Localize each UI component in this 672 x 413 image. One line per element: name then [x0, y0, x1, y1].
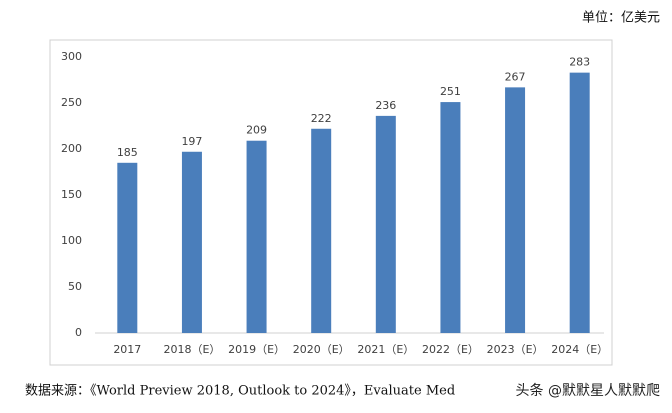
bar	[440, 102, 461, 333]
x-tick-label: 2019（E）	[228, 343, 285, 356]
data-label: 209	[246, 124, 267, 137]
chart-border	[49, 39, 613, 366]
data-label: 222	[311, 112, 332, 125]
y-tick-label: 250	[61, 96, 82, 109]
data-label: 236	[375, 99, 396, 112]
watermark: 头条 @默默星人默默爬	[516, 382, 660, 399]
source-note: 数据来源：《World Preview 2018, Outlook to 202…	[25, 384, 455, 399]
data-label: 251	[440, 85, 461, 98]
x-tick-label: 2020（E）	[293, 343, 350, 356]
bar	[375, 115, 396, 333]
y-tick-label: 200	[61, 142, 82, 155]
data-label: 267	[505, 70, 526, 83]
bar	[181, 151, 202, 333]
y-tick-label: 150	[61, 188, 82, 201]
y-tick-label: 300	[61, 50, 82, 63]
unit-label: 单位：亿美元	[582, 11, 660, 26]
data-label: 283	[569, 56, 590, 69]
bar	[311, 128, 332, 333]
x-tick-label: 2022（E）	[422, 343, 479, 356]
x-tick-label: 2024（E）	[551, 343, 608, 356]
bar	[117, 162, 138, 333]
x-tick-label: 2018（E）	[163, 343, 220, 356]
data-label: 197	[181, 135, 202, 148]
y-tick-label: 50	[68, 280, 82, 293]
x-tick-label: 2023（E）	[487, 343, 544, 356]
y-tick-label: 100	[61, 234, 82, 247]
x-tick-label: 2017	[113, 343, 141, 356]
bar	[569, 72, 590, 333]
bar	[505, 87, 526, 333]
data-label: 185	[117, 146, 138, 159]
x-tick-label: 2021（E）	[357, 343, 414, 356]
bar	[246, 140, 267, 333]
y-tick-label: 0	[75, 326, 82, 339]
